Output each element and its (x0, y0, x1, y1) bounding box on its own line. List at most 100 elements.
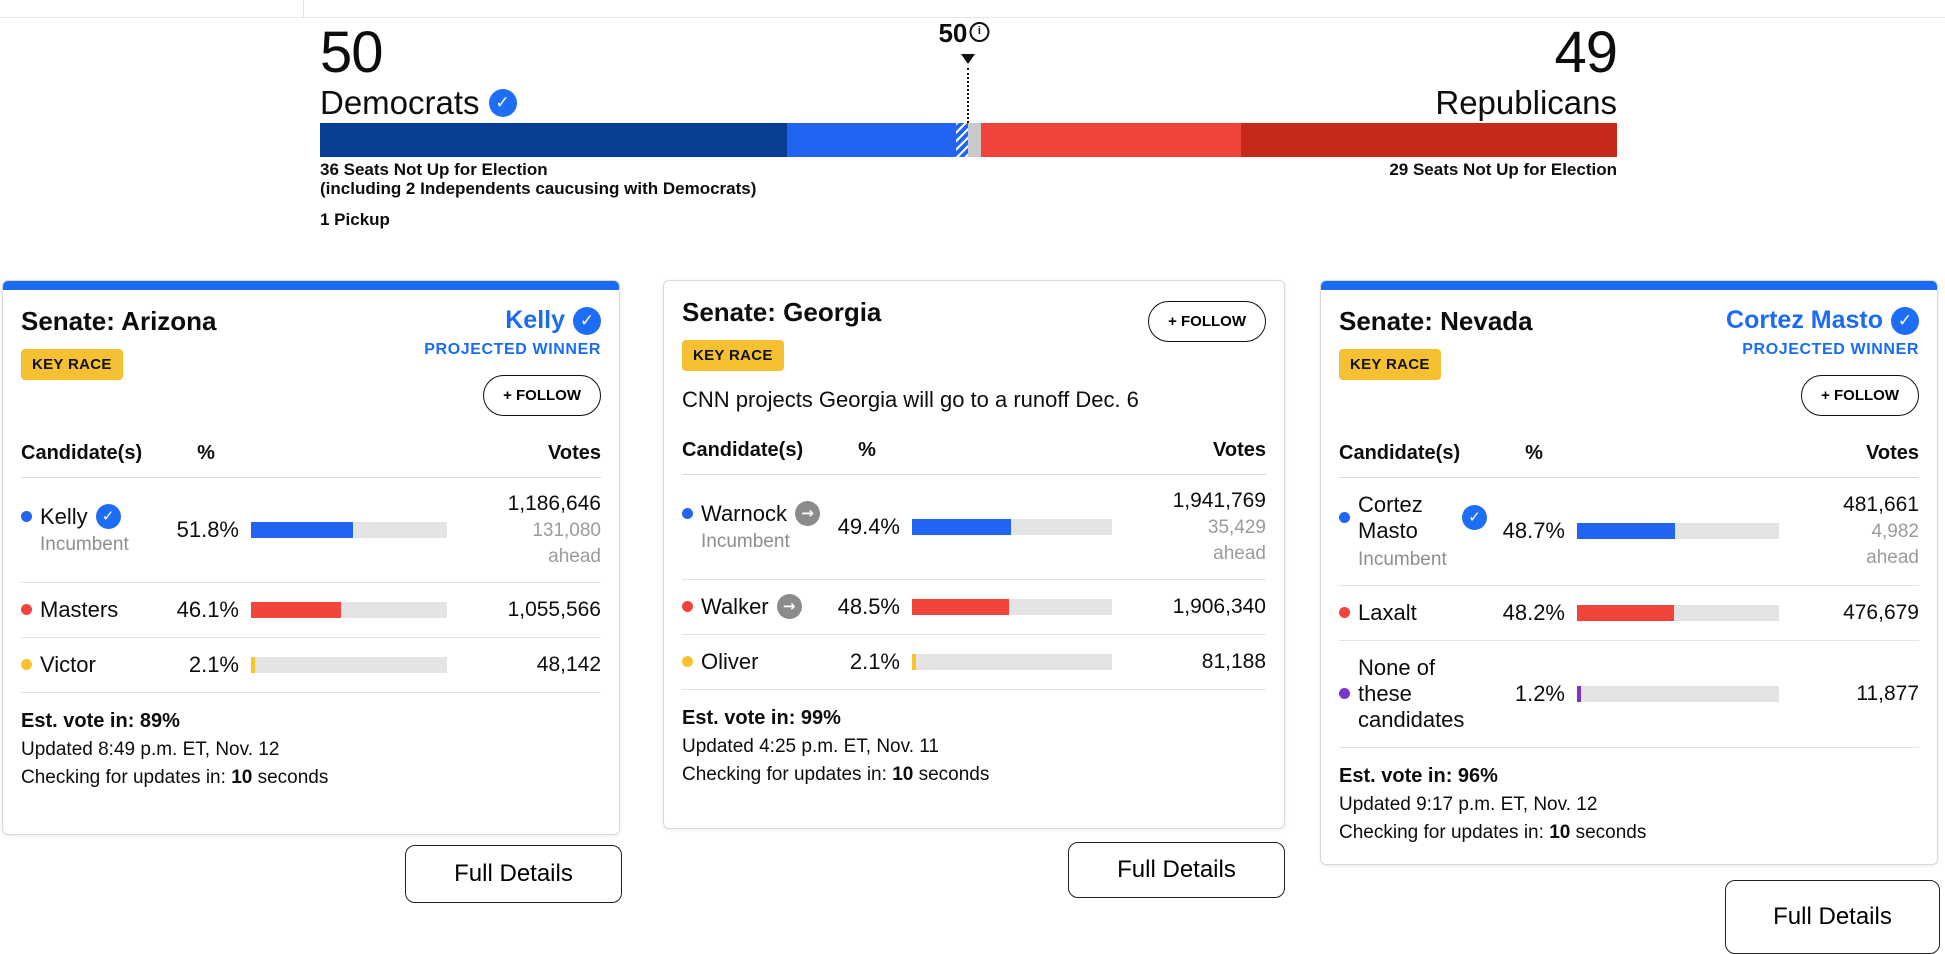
votes-header: Votes (1866, 442, 1919, 464)
full-details-button-nevada[interactable]: Full Details (1725, 880, 1940, 954)
projected-winner-check-icon (488, 89, 517, 118)
candidate-color-dot (21, 510, 32, 522)
candidate-name: Cortez Masto (1358, 492, 1423, 543)
candidate-color-dot (682, 601, 693, 613)
ahead-label: ahead (1866, 547, 1919, 569)
candidate-name: None of these candidates (1358, 654, 1465, 732)
ahead-label: ahead (1213, 543, 1266, 564)
candidate-name: Oliver (701, 649, 759, 675)
segment-dem-pickup (955, 123, 969, 157)
candidate-color-dot (21, 659, 32, 671)
candidates-header: Candidate(s) (21, 442, 143, 464)
runoff-arrow-icon (776, 594, 802, 620)
candidates-header: Candidate(s) (682, 439, 804, 461)
est-vote-in: Est. vote in: 89% (21, 710, 180, 732)
candidate-row: Kelly Incumbent 51.8% 1,186,646 131,080 … (21, 478, 601, 583)
projected-winner-check-icon (1891, 306, 1919, 335)
candidate-row: Oliver 2.1% 81,188 (682, 635, 1266, 690)
vote-share-bar (912, 519, 1112, 535)
follow-button[interactable]: + FOLLOW (1148, 301, 1266, 342)
full-details-button-arizona[interactable]: Full Details (405, 845, 622, 903)
vote-share-bar (912, 599, 1112, 615)
vote-count: 1,055,566 (507, 598, 601, 621)
candidate-row: Warnock Incumbent 49.4% 1,941,769 35,429… (682, 475, 1266, 580)
vote-share-bar (251, 602, 447, 618)
updated-timestamp: Updated 9:17 p.m. ET, Nov. 12 (1339, 793, 1598, 815)
vote-count: 11,877 (1856, 681, 1919, 705)
republicans-seat-count: 49 (1554, 20, 1618, 85)
vote-count: 476,679 (1843, 600, 1919, 624)
projected-winner-accent-bar (3, 281, 619, 290)
runoff-arrow-icon (794, 500, 820, 526)
segment-dem-won (786, 123, 956, 157)
candidate-name: Walker (701, 594, 769, 620)
majority-marker-label: 50 (938, 18, 990, 49)
candidates-header: Candidate(s) (1339, 442, 1461, 464)
vote-margin: 131,080 (532, 520, 601, 541)
vote-count: 481,661 (1843, 493, 1919, 517)
candidate-color-dot (21, 604, 32, 616)
projected-winner-name: Kelly (505, 306, 565, 334)
candidate-percent: 2.1% (188, 652, 239, 677)
race-card-nevada: Senate: Nevada KEY RACE Cortez Masto PRO… (1320, 280, 1938, 865)
vote-share-bar (1577, 604, 1779, 621)
democrats-label: Democrats (320, 84, 480, 121)
senate-balance-of-power: 50 Democrats 49 Republicans 50 36 Seats … (0, 18, 1945, 268)
balance-of-power-bar (320, 123, 1617, 157)
dem-pickup-note: 1 Pickup (320, 210, 390, 229)
candidate-color-dot (682, 656, 693, 668)
percent-header: % (197, 442, 215, 464)
segment-dem-not-up (320, 123, 787, 157)
key-race-badge: KEY RACE (21, 349, 123, 380)
updated-timestamp: Updated 8:49 p.m. ET, Nov. 12 (21, 739, 280, 760)
projected-winner-accent-bar (1321, 281, 1937, 290)
candidate-name: Victor (40, 652, 96, 678)
projected-winner-label: PROJECTED WINNER (1742, 341, 1919, 358)
race-title: Senate: Georgia (682, 297, 882, 327)
candidate-name: Kelly (40, 503, 88, 529)
vote-share-bar (251, 657, 447, 673)
candidate-color-dot (1339, 512, 1350, 524)
race-card-georgia: Senate: Georgia KEY RACE + FOLLOW CNN pr… (663, 280, 1285, 829)
vote-margin: 35,429 (1207, 517, 1266, 538)
percent-header: % (1525, 442, 1543, 464)
info-icon[interactable] (969, 22, 990, 42)
follow-button[interactable]: + FOLLOW (1801, 375, 1919, 416)
projected-winner-name: Cortez Masto (1726, 306, 1883, 334)
follow-button[interactable]: + FOLLOW (483, 375, 601, 416)
updated-timestamp: Updated 4:25 p.m. ET, Nov. 11 (682, 736, 939, 757)
vote-share-bar (1577, 523, 1779, 540)
candidate-name: Masters (40, 597, 119, 623)
results-table-header: Candidate(s) % Votes (1339, 442, 1919, 478)
candidate-percent: 48.2% (1502, 599, 1565, 625)
results-table-header: Candidate(s) % Votes (682, 439, 1266, 475)
candidate-row: Masters 46.1% 1,055,566 (21, 583, 601, 638)
votes-header: Votes (548, 442, 601, 464)
key-race-badge: KEY RACE (682, 340, 784, 371)
key-race-badge: KEY RACE (1339, 349, 1441, 380)
tab-divider (303, 0, 304, 17)
race-card-arizona: Senate: Arizona KEY RACE Kelly PROJECTED… (2, 280, 620, 835)
projected-winner-check-icon (1462, 505, 1487, 531)
runoff-note: CNN projects Georgia will go to a runoff… (682, 387, 1139, 412)
vote-share-bar (1577, 685, 1779, 702)
vote-count: 1,941,769 (1172, 489, 1266, 512)
vote-count: 81,188 (1201, 650, 1266, 673)
results-table-header: Candidate(s) % Votes (21, 442, 601, 478)
est-vote-in: Est. vote in: 99% (682, 707, 841, 729)
majority-marker-line (967, 68, 969, 123)
democrats-seat-count: 50 (320, 20, 384, 85)
full-details-button-georgia[interactable]: Full Details (1068, 842, 1285, 898)
segment-rep-won (981, 123, 1241, 157)
candidate-percent: 48.7% (1502, 518, 1565, 544)
dem-seats-note: 36 Seats Not Up for Election (320, 160, 548, 179)
incumbent-label: Incumbent (701, 531, 790, 553)
candidate-percent: 2.1% (849, 649, 900, 674)
update-countdown: Checking for updates in: 10 seconds (21, 767, 329, 788)
vote-count: 48,142 (536, 653, 601, 676)
vote-share-bar (912, 654, 1112, 670)
segment-rep-not-up (1240, 123, 1617, 157)
republicans-summary: 49 Republicans (1435, 20, 1618, 121)
candidate-color-dot (682, 507, 693, 519)
candidate-percent: 49.4% (837, 514, 900, 539)
